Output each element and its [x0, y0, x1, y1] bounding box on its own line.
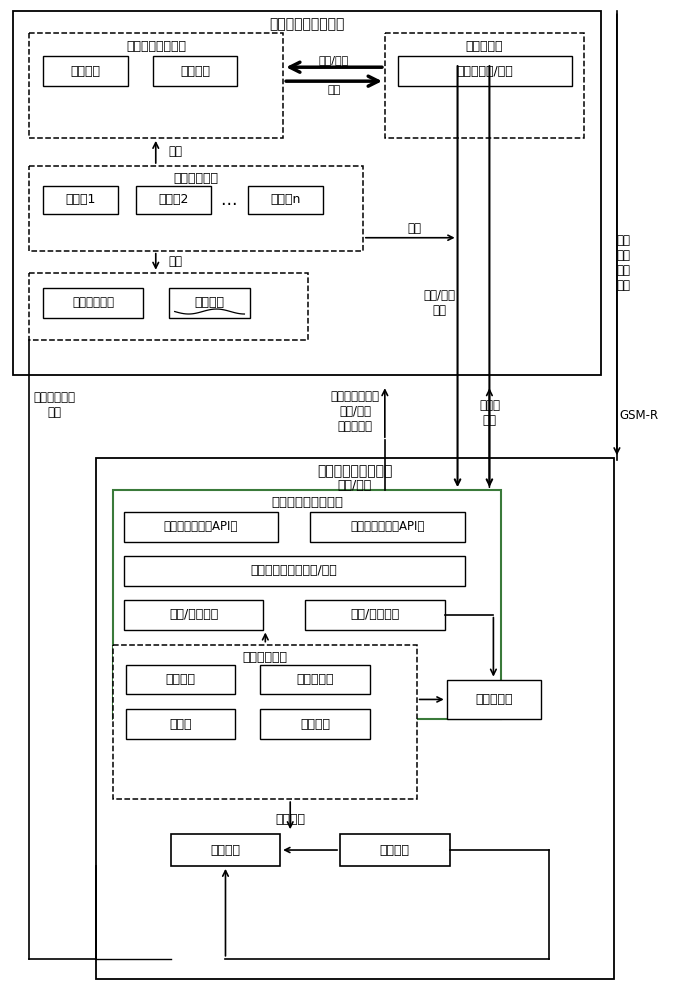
Text: 模型/算法: 模型/算法 — [424, 289, 455, 302]
Bar — [29, 166, 363, 251]
Bar — [385, 33, 584, 138]
Bar — [340, 834, 450, 866]
Bar — [136, 186, 210, 214]
Bar — [260, 709, 370, 739]
Text: 实时预测: 实时预测 — [180, 65, 210, 78]
Bar — [126, 709, 235, 739]
Text: 故障诊断与预测: 故障诊断与预测 — [331, 390, 380, 403]
Text: 请求云: 请求云 — [479, 399, 500, 412]
Text: 数据: 数据 — [408, 222, 422, 235]
Bar — [170, 834, 280, 866]
Text: 车载故障诊断子系统: 车载故障诊断子系统 — [270, 17, 345, 31]
Text: 历史操作数据
网络: 历史操作数据 网络 — [33, 391, 75, 419]
Text: 数据处理模块: 数据处理模块 — [242, 651, 287, 664]
Bar — [124, 556, 464, 586]
Text: 传感器2: 传感器2 — [158, 193, 188, 206]
Bar — [29, 273, 308, 340]
Text: 模型/算法: 模型/算法 — [339, 405, 371, 418]
Bar — [169, 288, 250, 318]
Text: 云诊断模块: 云诊断模块 — [466, 40, 503, 53]
Text: 服务: 服务 — [482, 414, 496, 427]
Bar — [43, 56, 128, 86]
Bar — [43, 186, 118, 214]
Text: 数据: 数据 — [617, 279, 631, 292]
Text: 部分: 部分 — [617, 264, 631, 277]
Bar — [248, 186, 323, 214]
Bar — [305, 600, 444, 630]
Text: 操作: 操作 — [617, 249, 631, 262]
Bar — [124, 600, 264, 630]
Text: GSM-R: GSM-R — [619, 409, 658, 422]
Bar — [398, 56, 572, 86]
Text: 历史存储数据: 历史存储数据 — [72, 296, 114, 309]
Text: 算法库: 算法库 — [170, 718, 192, 731]
Text: 非实时诊断/预测: 非实时诊断/预测 — [457, 65, 513, 78]
Text: 故障预测服务（API）: 故障预测服务（API） — [350, 520, 424, 533]
Text: 特定查询: 特定查询 — [166, 673, 196, 686]
Bar — [13, 11, 601, 375]
Text: 统计和分析: 统计和分析 — [297, 673, 334, 686]
Text: 下载和更新: 下载和更新 — [337, 420, 373, 433]
Text: 故障诊断与预测模块: 故障诊断与预测模块 — [271, 496, 343, 509]
Text: 模型/算法: 模型/算法 — [338, 479, 372, 492]
Text: 计算框架: 计算框架 — [300, 718, 330, 731]
Text: 故障诊断与预测模型/算法: 故障诊断与预测模型/算法 — [251, 564, 337, 577]
Text: 数据: 数据 — [168, 255, 183, 268]
Bar — [310, 512, 464, 542]
Text: 结果: 结果 — [328, 85, 341, 95]
Text: 云端故障诊断子系统: 云端故障诊断子系统 — [317, 464, 393, 478]
Bar — [43, 288, 143, 318]
Text: 模型/算法评估: 模型/算法评估 — [169, 608, 218, 621]
Text: 日志文件: 日志文件 — [195, 296, 224, 309]
Text: 数据存储: 数据存储 — [210, 844, 241, 857]
Text: …: … — [220, 191, 237, 209]
Text: 实时: 实时 — [617, 234, 631, 247]
Text: 模型/算法: 模型/算法 — [319, 55, 349, 65]
Text: 传感器n: 传感器n — [270, 193, 301, 206]
Text: 模型/算法验证: 模型/算法验证 — [351, 608, 400, 621]
Text: 数据采集模块: 数据采集模块 — [174, 172, 219, 185]
Text: 结果: 结果 — [433, 304, 446, 317]
Bar — [152, 56, 237, 86]
Bar — [113, 645, 417, 799]
Text: 传感器1: 传感器1 — [66, 193, 96, 206]
Text: 实时诊断: 实时诊断 — [70, 65, 101, 78]
Text: 可视化模块: 可视化模块 — [475, 693, 513, 706]
Bar — [126, 665, 235, 694]
Text: 数据: 数据 — [168, 145, 183, 158]
Bar — [260, 665, 370, 694]
Bar — [446, 680, 541, 719]
Text: 实时故障诊断模块: 实时故障诊断模块 — [126, 40, 186, 53]
Text: 数据采集: 数据采集 — [380, 844, 410, 857]
Text: 故障诊断服务（API）: 故障诊断服务（API） — [164, 520, 238, 533]
Bar — [29, 33, 284, 138]
Text: 操作数据: 操作数据 — [275, 813, 305, 826]
Bar — [113, 490, 502, 719]
Bar — [124, 512, 278, 542]
Bar — [96, 458, 614, 979]
